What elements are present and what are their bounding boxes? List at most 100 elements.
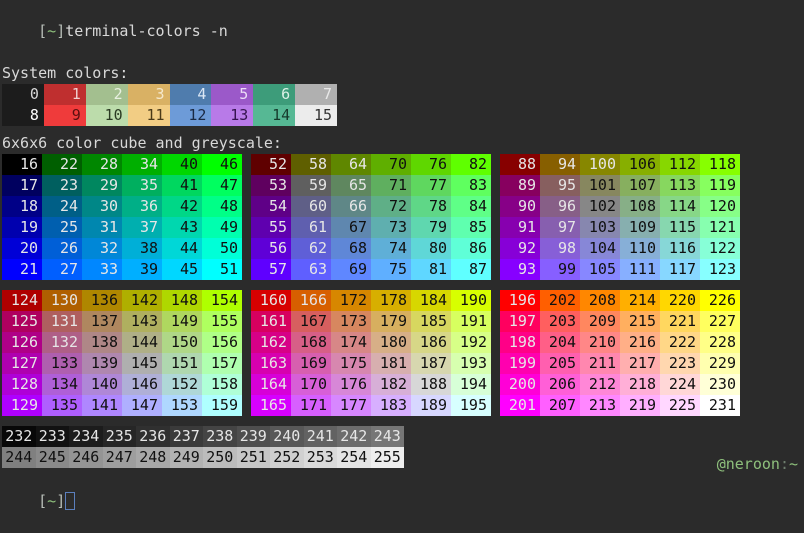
color-swatch-216: 216 [620,332,660,353]
color-swatch-79: 79 [411,217,451,238]
system-color-swatch-12: 12 [169,105,212,126]
trailing-prompt-line[interactable]: [~] [0,470,804,533]
color-swatch-60: 60 [291,196,331,217]
color-swatch-93: 93 [500,259,540,280]
greyscale-swatch-232: 232 [2,426,36,447]
color-swatch-95: 95 [540,175,580,196]
color-swatch-167: 167 [291,311,331,332]
color-swatch-55: 55 [251,217,291,238]
color-swatch-186: 186 [411,332,451,353]
color-swatch-20: 20 [2,238,42,259]
color-swatch-21: 21 [2,259,42,280]
color-swatch-16: 16 [2,154,42,175]
color-swatch-86: 86 [451,238,491,259]
color-swatch-36: 36 [122,196,162,217]
color-swatch-128: 128 [2,374,42,395]
color-swatch-152: 152 [162,374,202,395]
color-swatch-78: 78 [411,196,451,217]
prompt-tilde: ~ [47,22,57,40]
color-swatch-75: 75 [371,259,411,280]
color-cube-column: 202 203 204 205 206 207 [540,290,580,416]
color-swatch-190: 190 [451,290,491,311]
color-swatch-77: 77 [411,175,451,196]
color-swatch-18: 18 [2,196,42,217]
greyscale-swatch-253: 253 [303,447,337,468]
color-swatch-126: 126 [2,332,42,353]
color-swatch-209: 209 [580,311,620,332]
block-gap [242,154,251,280]
color-swatch-196: 196 [500,290,540,311]
color-swatch-142: 142 [122,290,162,311]
color-swatch-29: 29 [82,175,122,196]
color-swatch-53: 53 [251,175,291,196]
color-cube-column: 136 137 138 139 140 141 [82,290,122,416]
color-cube-row-2: 124 125 126 127 128 129 130 131 132 133 134 135 136 1… [2,290,804,416]
color-swatch-49: 49 [202,217,242,238]
color-cube-column: 94 95 96 97 98 99 [540,154,580,280]
color-swatch-47: 47 [202,175,242,196]
color-swatch-40: 40 [162,154,202,175]
greyscale-swatch-234: 234 [69,426,103,447]
text-cursor[interactable] [65,492,76,510]
color-swatch-130: 130 [42,290,82,311]
color-swatch-117: 117 [660,259,700,280]
color-swatch-214: 214 [620,290,660,311]
color-swatch-231: 231 [700,395,740,416]
color-swatch-213: 213 [580,395,620,416]
color-swatch-38: 38 [122,238,162,259]
color-swatch-103: 103 [580,217,620,238]
color-cube-block: 16 17 18 19 20 21 22 23 24 25 26 27 28 29 30 31 32 33 34 35… [2,154,242,280]
color-swatch-24: 24 [42,196,82,217]
system-color-swatch-11: 11 [127,105,170,126]
block-gap [242,290,251,416]
color-cube-column: 124 125 126 127 128 129 [2,290,42,416]
color-swatch-204: 204 [540,332,580,353]
color-swatch-195: 195 [451,395,491,416]
color-swatch-229: 229 [700,353,740,374]
color-swatch-183: 183 [371,395,411,416]
color-swatch-122: 122 [700,238,740,259]
greyscale-swatch-236: 236 [136,426,170,447]
color-swatch-226: 226 [700,290,740,311]
color-swatch-69: 69 [331,259,371,280]
color-swatch-159: 159 [202,395,242,416]
color-cube-column: 130 131 132 133 134 135 [42,290,82,416]
color-swatch-81: 81 [411,259,451,280]
color-swatch-163: 163 [251,353,291,374]
block-gap [491,290,500,416]
color-swatch-25: 25 [42,217,82,238]
color-swatch-76: 76 [411,154,451,175]
greyscale-swatch-238: 238 [203,426,237,447]
color-swatch-144: 144 [122,332,162,353]
color-swatch-84: 84 [451,196,491,217]
color-swatch-205: 205 [540,353,580,374]
color-cube-column: 88 89 90 91 92 93 [500,154,540,280]
color-cube-block: 124 125 126 127 128 129 130 131 132 133 134 135 136 1… [2,290,242,416]
prompt-open-bracket: [ [38,492,48,510]
color-swatch-89: 89 [500,175,540,196]
greyscale-swatch-241: 241 [303,426,337,447]
color-swatch-26: 26 [42,238,82,259]
color-swatch-136: 136 [82,290,122,311]
color-swatch-170: 170 [291,374,331,395]
color-swatch-107: 107 [620,175,660,196]
color-swatch-99: 99 [540,259,580,280]
color-swatch-192: 192 [451,332,491,353]
color-swatch-63: 63 [291,259,331,280]
color-swatch-129: 129 [2,395,42,416]
color-swatch-119: 119 [700,175,740,196]
color-swatch-42: 42 [162,196,202,217]
color-cube-column: 40 41 42 43 44 45 [162,154,202,280]
color-swatch-217: 217 [620,353,660,374]
system-color-swatch-4: 4 [169,84,212,105]
greyscale-swatch-239: 239 [236,426,270,447]
color-swatch-206: 206 [540,374,580,395]
color-swatch-124: 124 [2,290,42,311]
color-swatch-133: 133 [42,353,82,374]
color-cube-column: 220 221 222 223 224 225 [660,290,700,416]
color-swatch-223: 223 [660,353,700,374]
color-swatch-151: 151 [162,353,202,374]
system-color-swatch-9: 9 [43,105,86,126]
color-swatch-102: 102 [580,196,620,217]
